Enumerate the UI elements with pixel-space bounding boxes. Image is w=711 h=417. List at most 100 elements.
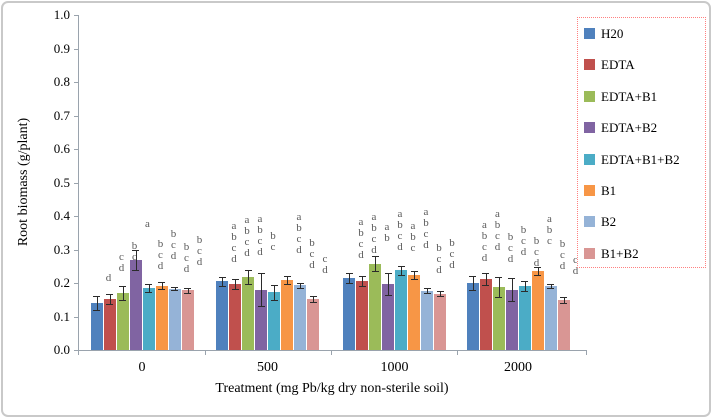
error-bar-cap-top: [495, 277, 502, 279]
bar: [557, 300, 570, 350]
sig-letter: b: [481, 230, 488, 243]
sig-letter: a: [231, 219, 237, 232]
error-bar-cap-bottom: [345, 283, 353, 285]
legend-swatch: [584, 153, 595, 165]
error-bar: [161, 282, 163, 290]
sig-letter: b: [358, 226, 364, 239]
error-bar-cap-bottom: [397, 274, 405, 276]
error-bar-cap-bottom: [184, 293, 191, 295]
error-bar-cap-top: [106, 294, 113, 296]
error-bar: [427, 288, 428, 294]
sig-letter: b: [309, 236, 315, 249]
sig-letter: b: [183, 241, 190, 254]
sig-letter: d: [481, 252, 488, 265]
sig-letter: c: [397, 230, 403, 243]
error-bar-cap-top: [423, 288, 431, 290]
error-bar: [563, 297, 565, 303]
y-tick-label: 0.4: [53, 208, 70, 223]
sig-letter: d: [423, 238, 429, 251]
y-tick-label: 0.8: [53, 74, 70, 89]
sig-letter: a: [244, 213, 250, 226]
error-bar: [274, 285, 275, 300]
bar: [216, 281, 228, 350]
error-bar: [261, 272, 262, 307]
sig-letter: b: [449, 237, 455, 250]
error-bar: [472, 276, 474, 290]
sig-letter: d: [494, 240, 501, 253]
error-bar: [440, 291, 441, 297]
sig-letter: d: [436, 264, 442, 277]
error-bar-cap-top: [345, 272, 353, 274]
error-bar: [511, 277, 513, 302]
sig-letter: d: [231, 252, 237, 265]
sig-letter: c: [132, 250, 137, 263]
error-bar-cap-top: [145, 283, 152, 285]
sig-letter: c: [423, 227, 429, 240]
error-bar-cap-bottom: [93, 310, 100, 312]
sig-letter: b: [131, 239, 138, 252]
error-bar-cap-top: [231, 278, 239, 280]
error-bar-cap-top: [469, 276, 476, 278]
error-bar-cap-top: [508, 277, 515, 279]
error-bar: [148, 283, 150, 292]
error-bar-cap-bottom: [296, 288, 304, 290]
bar: [307, 299, 319, 350]
y-tick-label: 0.2: [53, 275, 70, 290]
legend-label: EDTA+B2: [601, 120, 658, 136]
y-tick: [74, 249, 78, 251]
bar: [181, 290, 194, 350]
error-bar-cap-bottom: [508, 301, 515, 303]
error-bar: [313, 296, 314, 302]
error-bar-cap-bottom: [521, 291, 528, 293]
sig-letter: c: [573, 254, 578, 267]
legend-swatch: [584, 90, 595, 102]
sig-letter: c: [534, 246, 539, 259]
sig-letter: d: [196, 255, 203, 268]
sig-letter: d: [296, 244, 302, 257]
sig-letter: d: [118, 262, 125, 275]
error-bar-cap-top: [371, 256, 379, 258]
sig-letter: a: [145, 217, 150, 230]
error-bar-cap-top: [358, 276, 366, 278]
bar: [229, 283, 241, 350]
x-tick-label: 1000: [380, 360, 409, 375]
error-bar: [122, 285, 124, 301]
sig-letter: d: [105, 271, 112, 284]
sig-letter: c: [371, 233, 377, 246]
legend-item: B1: [578, 182, 705, 200]
sig-letter: d: [257, 246, 263, 259]
error-bar: [388, 273, 389, 296]
bar: [479, 278, 492, 350]
bar: [155, 285, 168, 350]
error-bar: [550, 284, 552, 289]
error-bar: [349, 272, 350, 284]
sig-letter: d: [183, 263, 190, 276]
error-bar: [498, 277, 500, 298]
bar: [103, 299, 116, 350]
sig-letter: c: [449, 248, 455, 261]
error-bar: [401, 265, 402, 275]
error-bar: [109, 294, 111, 305]
sig-letter: d: [559, 260, 566, 273]
y-tick: [74, 115, 78, 117]
sig-letter: c: [296, 233, 302, 246]
error-bar-cap-bottom: [145, 291, 152, 293]
bar: [255, 289, 267, 350]
y-tick: [74, 48, 78, 50]
error-bar: [485, 272, 487, 285]
sig-letter: b: [533, 235, 540, 248]
sig-letter: b: [494, 218, 501, 231]
error-bar-cap-bottom: [436, 296, 444, 298]
error-bar-cap-bottom: [218, 285, 226, 287]
sig-letter: d: [309, 258, 315, 271]
sig-letter: d: [157, 259, 164, 272]
sig-letter: b: [231, 230, 237, 243]
error-bar: [375, 256, 376, 271]
sig-letter: d: [170, 250, 177, 263]
sig-letter: c: [410, 241, 416, 254]
sig-letter: c: [521, 234, 526, 247]
legend-item: EDTA+B2: [578, 119, 705, 137]
sig-letter: c: [270, 240, 276, 253]
sig-letter: c: [171, 239, 176, 252]
